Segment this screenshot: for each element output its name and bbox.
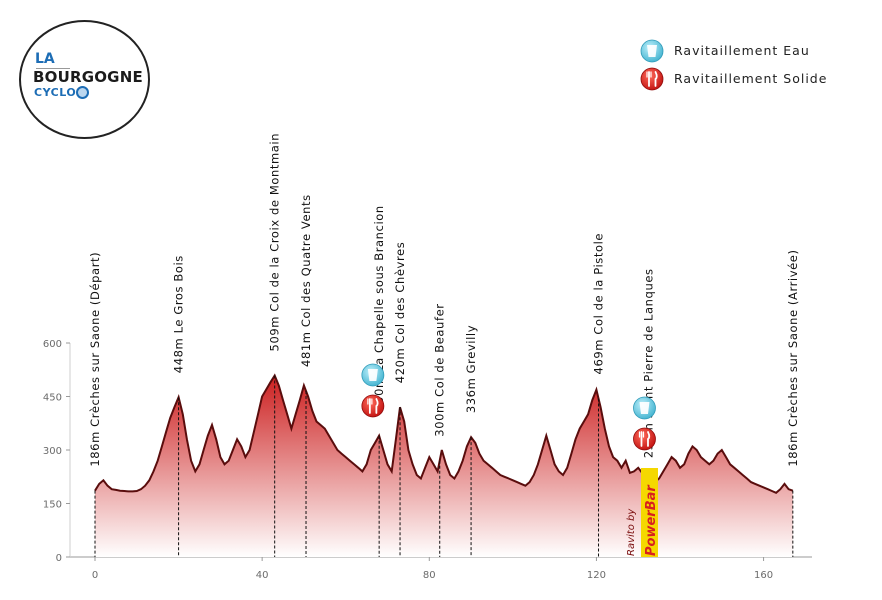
elevation-area bbox=[95, 375, 793, 557]
logo: LA BOURGOGNE CYCLO bbox=[19, 20, 150, 139]
fork-knife-icon bbox=[633, 427, 656, 451]
cup-shape bbox=[367, 369, 378, 381]
fork-knife-icon bbox=[640, 67, 664, 91]
waypoint-label: 186m Crèches sur Saone (Arrivée) bbox=[786, 249, 800, 466]
area-layer bbox=[94, 373, 794, 557]
cup-shape bbox=[639, 402, 650, 414]
fork-tines bbox=[638, 431, 645, 438]
x-tick-label: 120 bbox=[587, 570, 606, 581]
logo-wheel-icon bbox=[76, 86, 89, 99]
legend-label: Ravitaillement Eau bbox=[674, 43, 810, 58]
fork-tines bbox=[646, 71, 652, 78]
knife-blade bbox=[375, 398, 379, 414]
elevation-line bbox=[94, 373, 794, 494]
waypoint-label: 448m Le Gros Bois bbox=[172, 255, 186, 373]
water-cup-icon bbox=[633, 396, 656, 420]
waypoint-label: 300m Col de Beaufer bbox=[433, 303, 447, 436]
food-circle bbox=[633, 427, 656, 451]
logo-line3: CYCLO bbox=[34, 86, 77, 99]
fork-knife-icon bbox=[361, 394, 385, 418]
x-tick-label: 80 bbox=[423, 570, 436, 581]
y-tick-label: 150 bbox=[43, 500, 62, 511]
food-circle bbox=[640, 67, 664, 91]
x-tick-label: 40 bbox=[256, 570, 269, 581]
x-tick-label: 160 bbox=[754, 570, 773, 581]
ravito-icons bbox=[361, 363, 656, 451]
legend: Ravitaillement Eau Ravitaillement Solide bbox=[640, 39, 827, 91]
waypoint-label: 420m Col des Chèvres bbox=[393, 242, 407, 384]
water-cup-icon bbox=[640, 39, 664, 63]
waypoint-label: 336m Grevilly bbox=[464, 325, 478, 413]
waypoint-labels: 186m Crèches sur Saone (Départ) 448m Le G… bbox=[88, 133, 800, 467]
y-tick-label: 450 bbox=[43, 393, 62, 404]
waypoint-lines bbox=[94, 375, 794, 557]
fork-tines bbox=[367, 398, 373, 405]
cup-shape bbox=[647, 45, 657, 57]
sponsor-band bbox=[641, 468, 658, 557]
water-cup-icon bbox=[361, 363, 385, 387]
logo-divider bbox=[36, 68, 70, 69]
food-circle bbox=[361, 394, 385, 418]
sponsor-brand: PowerBar bbox=[644, 484, 659, 556]
ravito-group bbox=[361, 363, 385, 418]
legend-item: Ravitaillement Eau bbox=[640, 39, 810, 63]
ravito-group bbox=[633, 396, 656, 451]
x-tick-label: 0 bbox=[92, 570, 98, 581]
legend-label: Ravitaillement Solide bbox=[674, 71, 827, 86]
sponsor-prefix: Ravito by bbox=[626, 508, 637, 556]
waypoint-label: 509m Col de la Croix de Montmain bbox=[268, 133, 282, 352]
knife-blade bbox=[647, 431, 651, 447]
waypoint-label: 186m Crèches sur Saone (Départ) bbox=[88, 252, 102, 467]
knife-blade bbox=[654, 71, 658, 87]
y-tick-label: 0 bbox=[56, 553, 62, 564]
y-tick-label: 300 bbox=[43, 446, 62, 457]
sponsor: PowerBar Ravito by bbox=[626, 468, 659, 557]
y-tick-label: 600 bbox=[43, 339, 62, 350]
logo-line2: BOURGOGNE bbox=[33, 68, 143, 86]
waypoint-label: 481m Col des Quatre Vents bbox=[299, 194, 313, 367]
logo-line1: LA bbox=[35, 51, 55, 67]
waypoint-label: 300m La Chapelle sous Brancion bbox=[372, 205, 386, 412]
legend-item: Ravitaillement Solide bbox=[640, 67, 827, 91]
waypoint-label: 469m Col de la Pistole bbox=[592, 233, 606, 375]
